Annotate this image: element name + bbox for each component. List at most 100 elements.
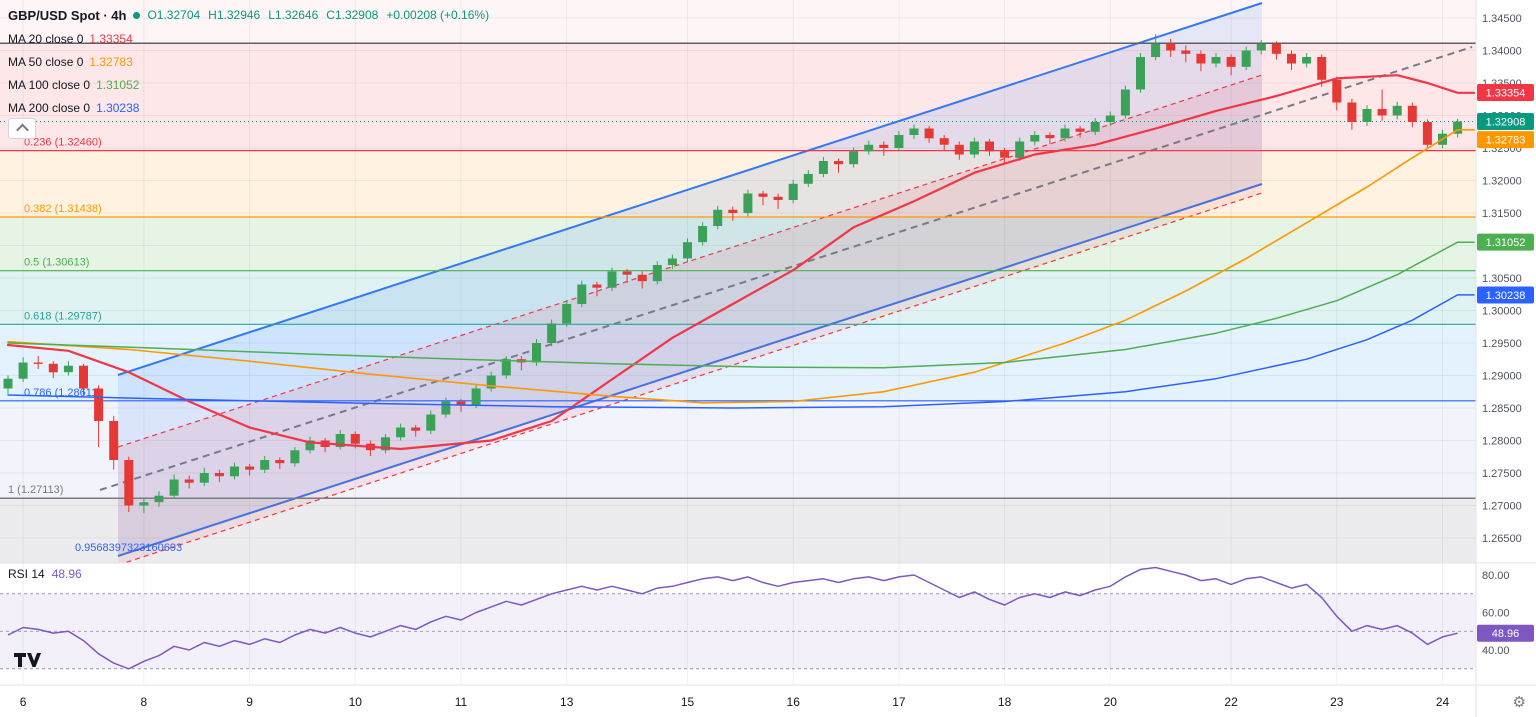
time-label: 10 bbox=[349, 695, 363, 709]
candle-body bbox=[18, 362, 28, 379]
candle-body bbox=[909, 128, 919, 135]
indicator-row-ma50[interactable]: MA 50 close 0 1.32783 bbox=[8, 55, 489, 70]
axis-price-badge-label: 1.33354 bbox=[1486, 88, 1526, 100]
candle-body bbox=[864, 144, 874, 152]
candle-body bbox=[275, 460, 285, 464]
candle-body bbox=[260, 460, 270, 470]
settings-gear-icon[interactable]: ⚙ bbox=[1512, 694, 1526, 711]
candle-body bbox=[154, 495, 164, 503]
symbol-title[interactable]: GBP/USD Spot · 4h bbox=[8, 7, 127, 23]
candle-body bbox=[562, 304, 572, 324]
inner-channel-line[interactable] bbox=[117, 74, 1263, 448]
candle-body bbox=[637, 274, 647, 282]
inner-channel-line[interactable] bbox=[118, 192, 1263, 565]
candle-body bbox=[350, 434, 360, 444]
indicator-row-ma200[interactable]: MA 200 close 0 1.30238 bbox=[8, 101, 489, 116]
candle-body bbox=[441, 401, 451, 415]
rsi-pane[interactable] bbox=[0, 563, 1476, 685]
candle-body bbox=[1271, 44, 1281, 54]
fib-band bbox=[0, 150, 1476, 217]
price-tick-label: 1.30000 bbox=[1482, 306, 1522, 318]
price-pane[interactable]: 0.236 (1.32460) 0.382 (1.31438) 0.5 (1.306… bbox=[0, 0, 1476, 584]
indicator-label: MA 50 close 0 bbox=[8, 55, 84, 69]
candle-body bbox=[924, 128, 934, 139]
ma-line-ma20[interactable] bbox=[6, 74, 1476, 451]
price-tick-label: 1.34500 bbox=[1482, 13, 1522, 25]
time-axis[interactable] bbox=[0, 685, 1536, 717]
price-tick-label: 1.31500 bbox=[1482, 208, 1522, 220]
axis-price-badge bbox=[1477, 131, 1534, 149]
axis-price-badge bbox=[1477, 624, 1534, 642]
candle-body bbox=[1241, 50, 1251, 67]
time-label: 11 bbox=[455, 695, 468, 709]
rsi-tick-label: 60.00 bbox=[1482, 608, 1510, 620]
collapse-pane-button[interactable] bbox=[8, 118, 36, 139]
ma-line-ma100[interactable] bbox=[7, 241, 1475, 369]
axis-price-badge-label: 1.30238 bbox=[1486, 290, 1526, 302]
axis-price-badge bbox=[1477, 84, 1534, 101]
close-value: C1.32908 bbox=[326, 8, 379, 22]
candle-body bbox=[305, 440, 315, 451]
candle-body bbox=[1060, 128, 1070, 139]
candle-body bbox=[1422, 122, 1432, 145]
candle-body bbox=[381, 437, 390, 451]
inner-channel-fill bbox=[118, 75, 1262, 563]
axis-price-badge bbox=[1477, 113, 1534, 130]
candle-body bbox=[1151, 44, 1161, 57]
candle-body bbox=[33, 362, 43, 364]
candle-body bbox=[426, 414, 436, 431]
parallel-channel-line[interactable] bbox=[117, 2, 1263, 376]
candle-body bbox=[1362, 109, 1372, 122]
tradingview-logo[interactable] bbox=[12, 649, 42, 676]
open-value: O1.32704 bbox=[147, 8, 201, 22]
symbol-row[interactable]: GBP/USD Spot · 4h O1.32704 H1.32946 L1.3… bbox=[8, 6, 489, 24]
rsi-legend[interactable]: RSI 14 48.96 bbox=[8, 567, 82, 581]
candle-body bbox=[1332, 79, 1342, 103]
candle-body bbox=[713, 209, 723, 226]
candle-body bbox=[849, 151, 859, 165]
price-tick-label: 1.29500 bbox=[1482, 338, 1522, 350]
candle-body bbox=[124, 460, 134, 506]
candle-body bbox=[1105, 115, 1115, 122]
indicator-row-ma20[interactable]: MA 20 close 0 1.33354 bbox=[8, 32, 489, 47]
candle-body bbox=[1181, 50, 1191, 54]
candle-body bbox=[667, 258, 677, 265]
candle-body bbox=[169, 479, 179, 496]
price-tick-label: 1.28500 bbox=[1482, 403, 1522, 415]
candle-body bbox=[1045, 135, 1055, 139]
fib-band bbox=[0, 217, 1476, 271]
indicator-row-ma100[interactable]: MA 100 close 0 1.31052 bbox=[8, 78, 489, 93]
price-tick-label: 1.27000 bbox=[1482, 501, 1522, 513]
trendline-dashed[interactable] bbox=[99, 46, 1473, 491]
time-label: 24 bbox=[1436, 695, 1450, 709]
candle-body bbox=[199, 473, 209, 483]
candle-body bbox=[879, 144, 889, 148]
price-tick-label: 1.27500 bbox=[1482, 468, 1522, 480]
axis-price-badge-label: 1.32783 bbox=[1486, 135, 1526, 147]
candle-body bbox=[1000, 151, 1010, 158]
ma-line-ma50[interactable] bbox=[7, 129, 1475, 404]
channel-ratio-label: 0.9568397323160693 bbox=[75, 542, 182, 554]
candle-body bbox=[1407, 105, 1417, 122]
candle-body bbox=[214, 473, 224, 477]
indicator-label: MA 100 close 0 bbox=[8, 78, 91, 92]
fib-level-label: 0.236 (1.32460) bbox=[24, 137, 102, 149]
time-label: 6 bbox=[20, 695, 27, 709]
indicator-label: MA 20 close 0 bbox=[8, 32, 84, 46]
candle-body bbox=[985, 141, 994, 152]
price-tick-label: 1.29000 bbox=[1482, 371, 1522, 383]
parallel-channel-line[interactable] bbox=[117, 183, 1263, 557]
candle-body bbox=[773, 196, 783, 200]
candle-body bbox=[788, 183, 798, 200]
indicator-label: MA 200 close 0 bbox=[8, 101, 91, 115]
fib-level-label: 0.618 (1.29787) bbox=[24, 310, 102, 322]
parallel-channel-fill bbox=[118, 3, 1262, 556]
rsi-tick-label: 80.00 bbox=[1482, 570, 1510, 582]
ma-line-ma200[interactable] bbox=[7, 294, 1475, 409]
indicator-value: 1.33354 bbox=[89, 32, 133, 46]
candle-body bbox=[592, 284, 602, 288]
candle-body bbox=[501, 359, 511, 376]
price-tick-label: 1.26500 bbox=[1482, 533, 1522, 545]
